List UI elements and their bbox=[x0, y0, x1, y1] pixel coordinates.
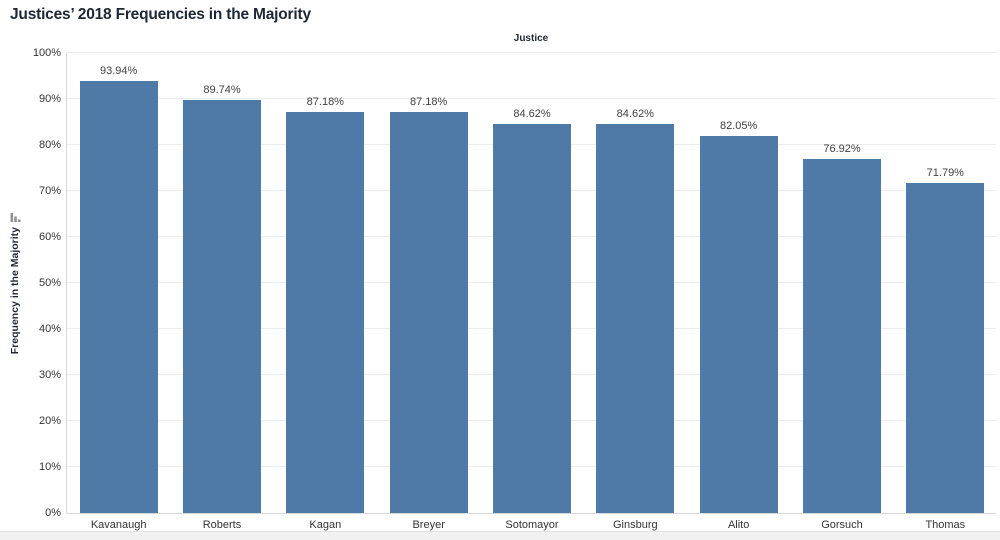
x-axis-label-kavanaugh[interactable]: Kavanaugh bbox=[90, 519, 147, 531]
x-axis-label-ginsburg[interactable]: Ginsburg bbox=[613, 519, 658, 531]
sort-descending-icon[interactable] bbox=[10, 212, 21, 223]
bar-value-label: 84.62% bbox=[513, 107, 551, 120]
y-axis-tick-label: 0% bbox=[45, 507, 61, 519]
plot-area: 93.94% Kavanaugh 89.74% Roberts 87.18% Kagan 8… bbox=[66, 52, 996, 531]
bar-kavanaugh[interactable] bbox=[79, 80, 158, 513]
gridline bbox=[67, 52, 996, 53]
bar-sotomayor[interactable] bbox=[493, 123, 571, 513]
y-axis-tick-label: 30% bbox=[38, 369, 61, 381]
bar-value-label: 89.74% bbox=[203, 84, 241, 97]
bar-breyer[interactable] bbox=[389, 111, 468, 513]
chart-title: Justices’ 2018 Frequencies in the Majori… bbox=[10, 6, 311, 23]
horizontal-scrollbar[interactable] bbox=[0, 531, 1000, 540]
y-axis-tick-label: 10% bbox=[38, 461, 61, 473]
y-axis-ticks: 0% 10% 20% 30% 40% 50% 60% 70% 80% 90% 100% bbox=[0, 47, 61, 519]
y-axis-tick-label: 40% bbox=[38, 323, 61, 335]
x-axis-label-breyer[interactable]: Breyer bbox=[412, 519, 445, 531]
x-axis-label-kagan[interactable]: Kagan bbox=[309, 519, 342, 531]
y-axis-tick-label: 80% bbox=[38, 139, 61, 151]
column-header: Justice bbox=[513, 33, 549, 44]
bar-thomas[interactable] bbox=[906, 182, 985, 513]
bar-roberts[interactable] bbox=[183, 100, 261, 513]
x-axis-label-gorsuch[interactable]: Gorsuch bbox=[821, 519, 863, 531]
bar-value-label: 84.62% bbox=[616, 107, 654, 120]
y-axis-tick-label: 20% bbox=[38, 415, 61, 427]
x-axis-line bbox=[67, 513, 996, 514]
y-axis-tick-label: 70% bbox=[38, 185, 61, 197]
y-axis-tick-label: 60% bbox=[38, 231, 61, 243]
x-axis-label-alito[interactable]: Alito bbox=[727, 519, 750, 531]
y-axis-tick-label: 100% bbox=[32, 47, 61, 59]
bar-alito[interactable] bbox=[699, 135, 778, 513]
bar-value-label: 76.92% bbox=[823, 143, 861, 156]
bar-value-label: 71.79% bbox=[926, 166, 964, 179]
bar-value-label: 87.18% bbox=[306, 95, 344, 108]
y-axis-tick-label: 50% bbox=[38, 277, 61, 289]
y-axis-title[interactable]: Frequency in the Majority bbox=[2, 53, 28, 513]
bar-ginsburg[interactable] bbox=[596, 123, 675, 513]
bar-value-label: 82.05% bbox=[720, 119, 758, 132]
x-axis-label-sotomayor[interactable]: Sotomayor bbox=[505, 519, 559, 531]
x-axis-label-thomas[interactable]: Thomas bbox=[925, 519, 966, 531]
bar-value-label: 93.94% bbox=[100, 64, 138, 77]
bar-value-label: 87.18% bbox=[410, 95, 448, 108]
bar-gorsuch[interactable] bbox=[803, 159, 881, 513]
y-axis-tick-label: 90% bbox=[38, 93, 61, 105]
bar-kagan[interactable] bbox=[286, 111, 365, 513]
gridline bbox=[67, 98, 996, 99]
x-axis-label-roberts[interactable]: Roberts bbox=[202, 519, 242, 531]
